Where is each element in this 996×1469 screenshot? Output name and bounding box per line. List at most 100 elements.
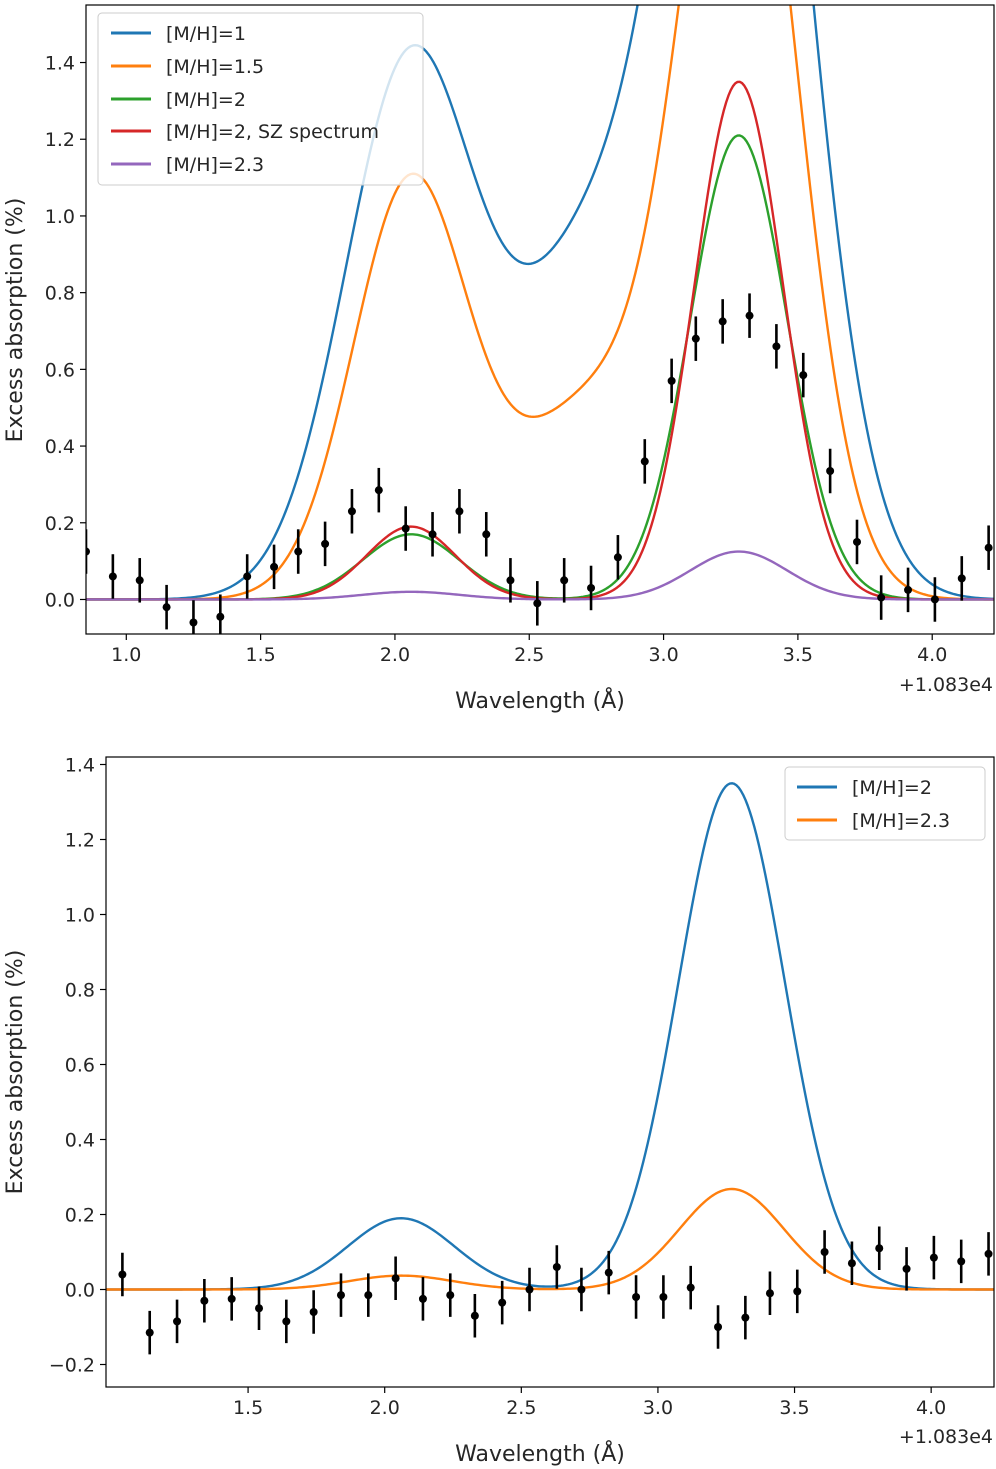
top-data-point [270,562,279,571]
top-x-tick-label: 2.5 [514,644,544,666]
top-x-offset-label: +1.083e4 [899,674,993,696]
bottom-data-point [604,1268,613,1277]
bottom-x-offset-label: +1.083e4 [899,1426,993,1448]
top-panel: 1.0 1.5 2.0 2.5 3.0 3.5 4.0 0.0 0.2 0.4 0.6 0.8 1.0… [3,4,995,714]
bottom-y-tick-label: −0.2 [49,1355,95,1377]
top-data-point [506,576,515,585]
bottom-data-point [765,1289,774,1298]
bottom-data-point [577,1285,586,1294]
top-data-point [877,593,886,602]
top-data-point [957,574,966,583]
bottom-data-point [632,1293,641,1301]
bottom-data-point [309,1308,318,1316]
top-data-point [587,583,596,592]
top-legend-entry: [M/H]=2, SZ spectrum [166,121,379,143]
bottom-data-point [364,1291,373,1300]
bottom-y-axis-label: Excess absorption (%) [3,950,28,1195]
top-data-point [745,311,754,320]
top-y-axis-label: Excess absorption (%) [3,198,28,443]
bottom-data-point [525,1285,534,1294]
top-x-axis-ticks: 1.0 1.5 2.0 2.5 3.0 3.5 4.0 [111,634,947,666]
bottom-data-point [902,1264,911,1273]
bottom-data-point [686,1283,695,1292]
bottom-y-tick-label: 0.2 [65,1205,95,1227]
top-y-tick-label: 0.4 [45,436,75,458]
bottom-y-tick-label: 1.0 [65,905,95,927]
bottom-y-tick-label: 0.0 [65,1280,95,1302]
bottom-series-layer [106,782,994,1291]
top-data-point [162,603,171,612]
bottom-data-point [820,1248,829,1256]
top-data-point [86,547,90,556]
top-data-point [984,543,993,552]
bottom-data-point [200,1296,209,1305]
bottom-data-point [118,1270,127,1279]
top-data-point [243,572,252,581]
top-data-point [189,618,198,627]
top-y-tick-label: 0.2 [45,513,75,535]
top-y-tick-label: 0.6 [45,359,75,381]
top-data-point [401,524,410,533]
top-x-tick-label: 1.5 [246,644,276,666]
top-series-line [86,550,994,601]
bottom-y-tick-label: 1.2 [65,830,95,852]
top-x-axis-label: Wavelength (Å) [455,687,625,714]
bottom-x-tick-label: 4.0 [916,1397,946,1419]
bottom-data-point [793,1287,802,1296]
top-data-point [321,539,330,548]
bottom-x-tick-label: 2.0 [370,1397,400,1419]
bottom-series-line [106,1187,994,1291]
bottom-data-point [145,1328,154,1337]
top-x-tick-label: 4.0 [917,644,947,666]
top-x-tick-label: 3.0 [648,644,678,666]
bottom-data-point [714,1323,723,1331]
top-legend-entry: [M/H]=2.3 [166,154,264,176]
top-y-tick-label: 1.4 [45,53,75,75]
top-y-tick-label: 0.0 [45,589,75,611]
top-data-point [560,576,569,585]
top-series-layer [86,5,994,601]
bottom-x-axis-ticks: 1.5 2.0 2.5 3.0 3.5 4.0 [233,1387,946,1419]
bottom-data-point [498,1298,507,1307]
top-data-point [691,334,700,343]
bottom-data-point [282,1317,291,1326]
top-data-point [135,576,144,585]
top-data-point [852,537,861,546]
top-legend: [M/H]=1 [M/H]=1.5 [M/H]=2 [M/H]=2, SZ sp… [97,12,424,186]
bottom-data-point [929,1253,938,1262]
top-x-tick-label: 3.5 [783,644,813,666]
bottom-data-point [552,1263,561,1271]
bottom-legend-entry: [M/H]=2.3 [852,810,950,832]
top-data-point [216,612,225,621]
bottom-data-point [984,1249,993,1258]
top-x-tick-label: 2.0 [380,644,410,666]
top-data-point [455,507,464,516]
bottom-data-point [336,1291,345,1300]
bottom-panel: 1.5 2.0 2.5 3.0 3.5 4.0 −0.2 0.0 0.2 0.4 0.6 0.8 1.… [3,755,995,1467]
top-data-point [772,342,781,351]
bottom-x-tick-label: 3.5 [779,1397,809,1419]
bottom-y-tick-label: 0.6 [65,1055,95,1077]
top-y-tick-label: 1.0 [45,206,75,228]
top-data-point [374,486,383,495]
top-plot-frame [85,4,995,635]
top-legend-box [97,12,424,186]
top-data-point [930,595,939,604]
bottom-y-tick-label: 1.4 [65,755,95,777]
top-data-point [428,530,437,539]
bottom-data-point [659,1293,668,1301]
top-data-points [86,293,993,634]
bottom-data-point [391,1274,400,1283]
bottom-plot-frame [105,756,995,1388]
bottom-data-point [741,1313,750,1322]
bottom-data-point [255,1304,264,1313]
bottom-data-point [446,1291,455,1300]
bottom-y-tick-label: 0.4 [65,1130,95,1152]
bottom-data-point [957,1257,966,1266]
top-y-axis-ticks: 0.0 0.2 0.4 0.6 0.8 1.0 1.2 1.4 [45,53,86,611]
top-data-point [799,371,808,380]
bottom-x-tick-label: 3.0 [643,1397,673,1419]
top-series-line [86,5,994,601]
bottom-data-point [227,1294,236,1303]
